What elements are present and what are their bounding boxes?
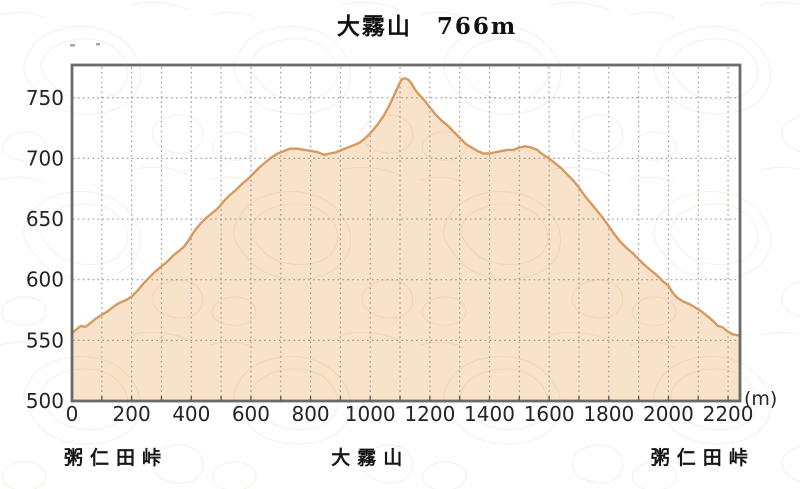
- svg-text:600: 600: [26, 268, 64, 292]
- svg-text:700: 700: [26, 146, 64, 170]
- svg-text:550: 550: [26, 328, 64, 352]
- svg-text:1800: 1800: [583, 402, 634, 426]
- svg-text:750: 750: [26, 86, 64, 110]
- grid-lines: [73, 67, 739, 400]
- plot-border: [70, 63, 742, 403]
- waypoint-labels: 粥仁田峠 大霧山 粥仁田峠: [64, 446, 755, 469]
- elevation-line: [70, 77, 742, 337]
- svg-text:1600: 1600: [524, 402, 575, 426]
- svg-text:粥仁田峠: 粥仁田峠: [64, 446, 168, 469]
- svg-text:800: 800: [291, 402, 329, 426]
- svg-text:2200: 2200: [703, 402, 754, 426]
- y-axis-labels: 500 550 600 650 700 750: [26, 86, 64, 413]
- svg-text:大霧山: 大霧山: [331, 446, 409, 469]
- svg-text:1200: 1200: [404, 402, 455, 426]
- x-axis-labels: 0 200 400 600 800 1000 1200 1400 1600 1800 2000 220…: [66, 402, 754, 426]
- svg-text:400: 400: [172, 402, 210, 426]
- svg-text:1400: 1400: [464, 402, 515, 426]
- chart-title: 大霧山 766m: [337, 13, 517, 40]
- x-minor-ticks: [101, 396, 729, 401]
- svg-text:500: 500: [26, 389, 64, 413]
- svg-text:1000: 1000: [345, 402, 396, 426]
- svg-text:650: 650: [26, 207, 64, 231]
- x-axis-unit-label: (m): [744, 388, 777, 410]
- svg-text:200: 200: [113, 402, 151, 426]
- artifact-marks: [70, 43, 100, 47]
- svg-text:0: 0: [66, 402, 79, 426]
- svg-text:600: 600: [232, 402, 270, 426]
- svg-text:粥仁田峠: 粥仁田峠: [651, 446, 755, 469]
- svg-text:2000: 2000: [643, 402, 694, 426]
